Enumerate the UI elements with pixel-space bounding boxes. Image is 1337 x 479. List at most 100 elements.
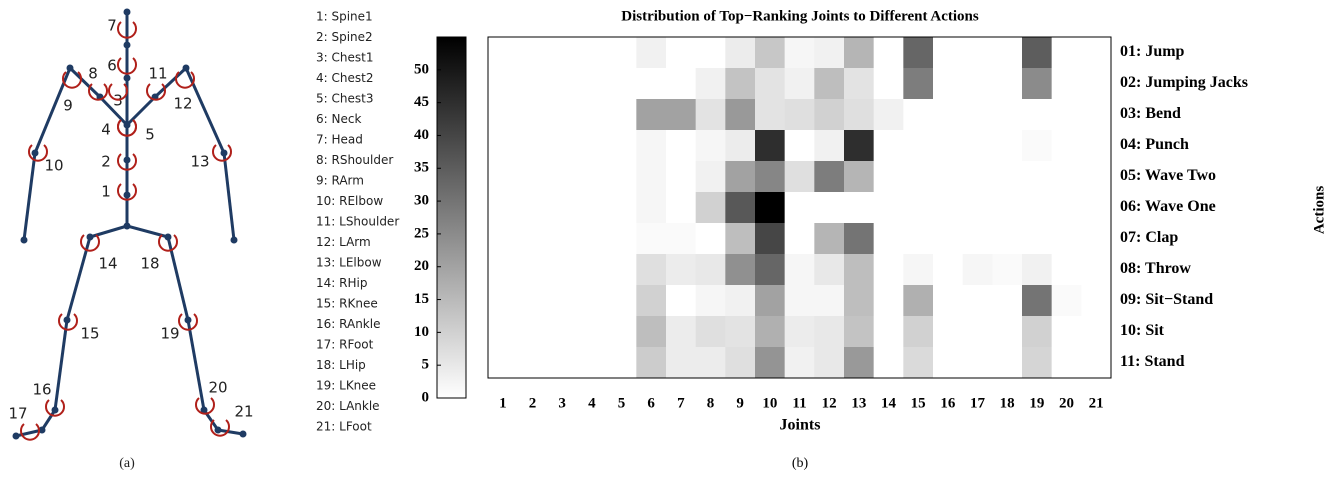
x-tick-label: 8: [707, 395, 715, 411]
joint-number: 9: [63, 97, 73, 115]
x-tick-label: 16: [940, 395, 956, 411]
heatmap-cell: [814, 68, 845, 100]
heatmap-cell: [1022, 285, 1052, 317]
x-tick-label: 6: [647, 395, 655, 411]
joint: [164, 233, 172, 241]
heatmap-cell: [517, 130, 548, 162]
heatmap-cell: [666, 254, 696, 286]
heatmap-cell: [784, 161, 815, 193]
y-tick-label: 09: Sit−Stand: [1120, 291, 1213, 308]
heatmap-cell: [606, 254, 637, 286]
colorbar-tick-label: 50: [414, 61, 429, 77]
joint: [200, 406, 208, 414]
joint-arrow: [28, 144, 48, 162]
legend-entry: 16: RAnkle: [316, 317, 380, 331]
heatmap-cell: [755, 68, 785, 100]
colorbar-tick-label: 5: [422, 357, 430, 373]
heatmap-cell: [903, 192, 934, 224]
heatmap-cell: [962, 192, 993, 224]
heatmap-cell: [1022, 37, 1052, 69]
x-tick-label: 20: [1059, 395, 1074, 411]
bone: [15, 428, 43, 438]
heatmap-cell: [873, 347, 904, 379]
heatmap-cell: [695, 254, 726, 286]
heatmap-cell: [1081, 285, 1112, 317]
heatmap-cell: [784, 254, 815, 286]
joint: [66, 64, 74, 72]
y-tick-label: 07: Clap: [1120, 229, 1178, 246]
heatmap-cell: [784, 68, 815, 100]
heatmap-cell: [755, 99, 785, 131]
heatmap-cell: [903, 316, 934, 348]
heatmap-cell: [962, 99, 993, 131]
joint-arrow: [175, 71, 195, 89]
heatmap-cell: [992, 285, 1023, 317]
heatmap-cell: [784, 130, 815, 162]
legend-entry: 14: RHip: [316, 276, 367, 290]
joint-arrow: [117, 183, 137, 201]
colorbar: [436, 36, 467, 399]
bone: [186, 319, 206, 411]
heatmap-cell: [1051, 192, 1082, 224]
heatmap-cell: [547, 99, 578, 131]
heatmap-cell: [725, 130, 756, 162]
heatmap-cell: [755, 130, 785, 162]
legend-entry: 3: Chest1: [316, 51, 373, 65]
heatmap-cell: [992, 161, 1023, 193]
heatmap-cell: [577, 223, 607, 255]
heatmap-cell: [1081, 347, 1112, 379]
x-tick-label: 5: [618, 395, 626, 411]
heatmap-cell: [636, 316, 667, 348]
heatmap-cell: [606, 161, 637, 193]
joint: [123, 191, 131, 199]
heatmap-cell: [814, 192, 845, 224]
y-axis-label: Actions: [1311, 186, 1327, 234]
x-tick-label: 7: [677, 395, 685, 411]
joint: [123, 74, 131, 82]
heatmap-cell: [933, 99, 963, 131]
heatmap-cell: [903, 130, 934, 162]
heatmap-cell: [992, 254, 1023, 286]
heatmap-cell: [517, 192, 548, 224]
joint-number: 15: [80, 325, 99, 343]
heatmap-cell: [695, 130, 726, 162]
heatmap-cell: [636, 285, 667, 317]
heatmap-cell: [606, 316, 637, 348]
heatmap-cell: [725, 99, 756, 131]
heatmap-cell: [1022, 347, 1052, 379]
heatmap-cell: [755, 347, 785, 379]
x-tick-label: 9: [736, 395, 744, 411]
heatmap-cell: [666, 68, 696, 100]
bone: [89, 224, 128, 239]
joint: [86, 233, 94, 241]
heatmap-cell: [1081, 192, 1112, 224]
heatmap-cell: [903, 285, 934, 317]
joint: [123, 8, 131, 16]
heatmap-cell: [577, 285, 607, 317]
heatmap-cell: [1081, 254, 1112, 286]
heatmap-cell: [933, 223, 963, 255]
joint-number: 18: [140, 255, 159, 273]
heatmap-cell: [962, 161, 993, 193]
bone: [98, 95, 129, 127]
bone: [125, 95, 157, 127]
joint-number: 8: [88, 65, 98, 83]
heatmap-cell: [725, 254, 756, 286]
legend-entry: 17: RFoot: [316, 338, 374, 352]
heatmap-cell: [933, 68, 963, 100]
heatmap-cell: [695, 347, 726, 379]
heatmap-cell: [903, 99, 934, 131]
heatmap-cell: [725, 223, 756, 255]
heatmap-cell: [488, 130, 518, 162]
heatmap-cell: [873, 192, 904, 224]
heatmap-cell: [488, 347, 518, 379]
bone: [68, 66, 102, 99]
heatmap-cell: [636, 223, 667, 255]
heatmap-cell: [1081, 99, 1112, 131]
y-tick-label: 08: Throw: [1120, 260, 1191, 277]
joint-arrow: [62, 71, 82, 89]
heatmap-cell: [695, 192, 726, 224]
heatmap-cell: [1081, 161, 1112, 193]
